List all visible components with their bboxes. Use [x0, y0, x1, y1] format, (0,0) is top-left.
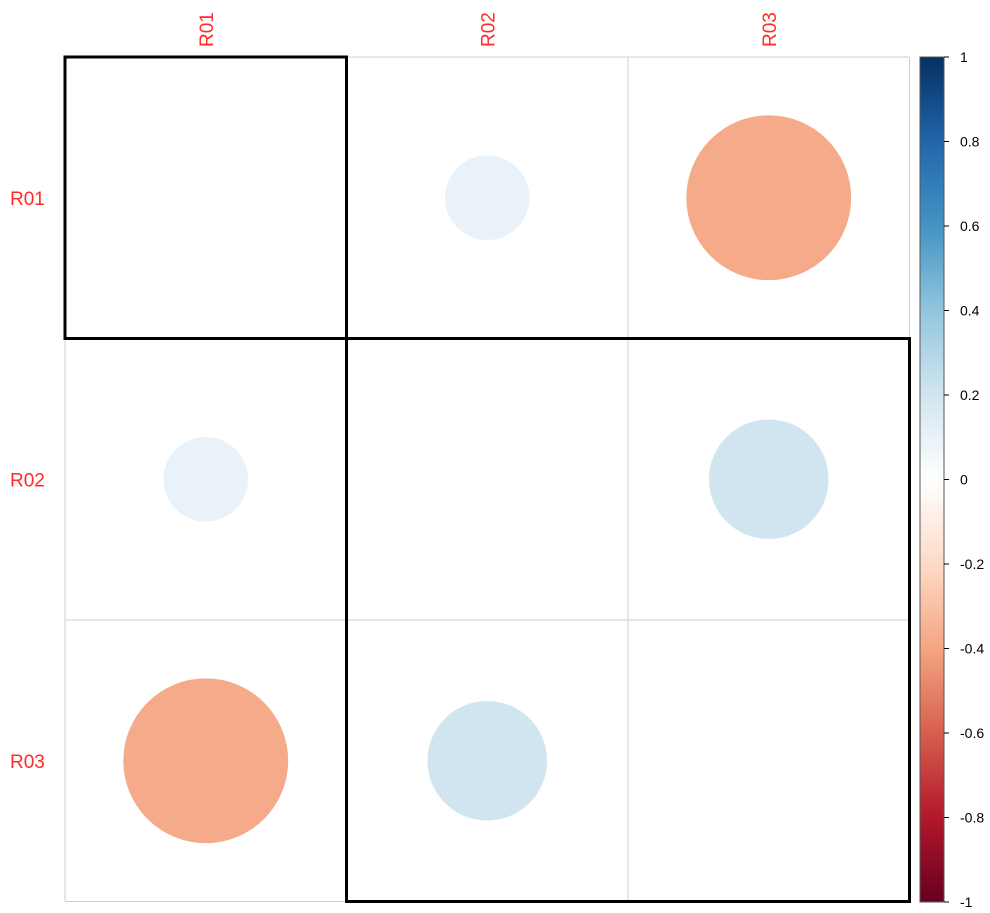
colorbar-tick-label: 0.4: [960, 303, 980, 319]
row-label-r02: R02: [10, 470, 45, 491]
colorbar-tick-label: 0.6: [960, 218, 980, 234]
colorbar-tick-label: 0: [960, 472, 968, 488]
row-label-r01: R01: [10, 189, 45, 210]
col-label-r02: R02: [478, 12, 499, 47]
corr-circle-r02-r01: [163, 436, 249, 522]
corr-circle-r01-r03: [686, 115, 852, 281]
corr-circle-r01-r02: [444, 155, 530, 241]
colorbar-tick-label: -0.6: [960, 725, 984, 741]
corr-circle-r03-r02: [427, 700, 548, 821]
cluster-layer: [63, 55, 911, 903]
colorbar-tick-label: 0.8: [960, 134, 980, 150]
cluster-box-1: [63, 55, 348, 340]
row-label-r03: R03: [10, 752, 45, 773]
colorbar-tick-label: -0.4: [960, 641, 984, 657]
col-label-r03: R03: [760, 12, 781, 47]
corr-circle-r03-r01: [123, 678, 289, 844]
cluster-box-2: [345, 337, 911, 903]
corr-circle-r02-r03: [708, 419, 829, 540]
col-label-r01: R01: [197, 12, 218, 47]
label-layer: R01 R02 R03 R01 R02 R03: [10, 12, 781, 773]
colorbar-tick-label: 1: [960, 49, 968, 65]
colorbar: 1 0.8 0.6 0.4 0.2 0 -0.2 -0.4 -0.6 -0.8 -1: [919, 49, 984, 910]
colorbar-tick-label: 0.2: [960, 387, 980, 403]
colorbar-tick-label: -1: [960, 894, 973, 910]
colorbar-tick-label: -0.2: [960, 556, 984, 572]
colorbar-gradient: [919, 56, 945, 903]
circle-layer: [123, 115, 852, 844]
colorbar-tick-label: -0.8: [960, 810, 984, 826]
